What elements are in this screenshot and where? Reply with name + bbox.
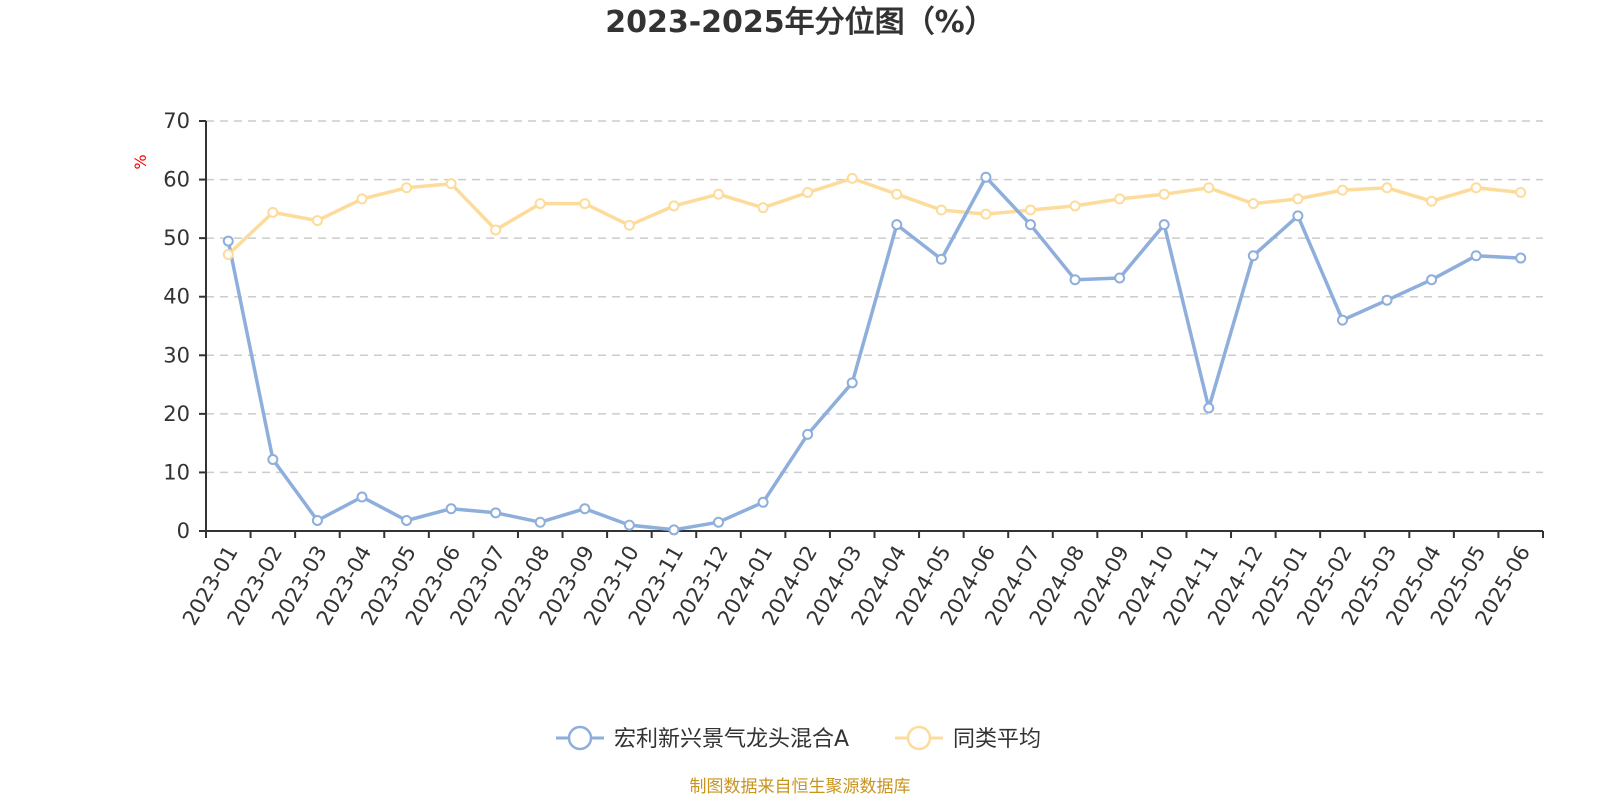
data-point[interactable] bbox=[401, 514, 413, 526]
y-tick-label: 0 bbox=[177, 519, 190, 543]
y-tick-label: 30 bbox=[163, 343, 190, 367]
axes bbox=[199, 120, 1544, 538]
y-axis-unit: % bbox=[131, 154, 150, 169]
legend-item-0[interactable]: 宏利新兴景气龙头混合A bbox=[556, 725, 849, 752]
data-point[interactable] bbox=[445, 503, 457, 515]
legend-label: 同类平均 bbox=[953, 727, 1041, 752]
data-point[interactable] bbox=[534, 198, 546, 210]
data-point[interactable] bbox=[1114, 193, 1126, 205]
data-point[interactable] bbox=[267, 454, 279, 466]
data-point[interactable] bbox=[846, 377, 858, 389]
data-point[interactable] bbox=[534, 516, 546, 528]
data-point[interactable] bbox=[1470, 250, 1482, 262]
y-tick-label: 40 bbox=[163, 285, 190, 309]
data-point[interactable] bbox=[1024, 219, 1036, 231]
data-point[interactable] bbox=[713, 516, 725, 528]
data-point[interactable] bbox=[356, 491, 368, 503]
legend-marker bbox=[567, 725, 593, 751]
series-line-0 bbox=[226, 175, 1521, 532]
legend[interactable]: 宏利新兴景气龙头混合A 同类平均 bbox=[556, 725, 1041, 752]
data-point[interactable] bbox=[1247, 198, 1259, 210]
data-point[interactable] bbox=[757, 496, 769, 508]
data-point[interactable] bbox=[1381, 294, 1393, 306]
data-point[interactable] bbox=[311, 514, 323, 526]
data-point[interactable] bbox=[891, 188, 903, 200]
data-point[interactable] bbox=[222, 249, 234, 261]
data-point[interactable] bbox=[1203, 402, 1215, 414]
data-point[interactable] bbox=[1515, 186, 1527, 198]
y-tick-label: 70 bbox=[163, 109, 190, 133]
data-point[interactable] bbox=[623, 519, 635, 531]
data-point[interactable] bbox=[401, 182, 413, 194]
data-point[interactable] bbox=[668, 200, 680, 212]
source-note: 制图数据来自恒生聚源数据库 bbox=[690, 777, 911, 797]
data-point[interactable] bbox=[579, 503, 591, 515]
data-point[interactable] bbox=[490, 507, 502, 519]
chart-title: 2023-2025年分位图（%） bbox=[605, 5, 995, 40]
data-point[interactable] bbox=[1426, 274, 1438, 286]
data-point[interactable] bbox=[1336, 314, 1348, 326]
y-tick-label: 20 bbox=[163, 402, 190, 426]
data-point[interactable] bbox=[267, 206, 279, 218]
data-point[interactable] bbox=[222, 235, 234, 247]
data-point[interactable] bbox=[1114, 272, 1126, 284]
legend-marker bbox=[906, 725, 932, 751]
data-point[interactable] bbox=[1426, 195, 1438, 207]
data-point[interactable] bbox=[757, 202, 769, 214]
data-point[interactable] bbox=[623, 219, 635, 231]
data-point[interactable] bbox=[713, 188, 725, 200]
data-point[interactable] bbox=[356, 193, 368, 205]
data-point[interactable] bbox=[935, 204, 947, 216]
grid-lines bbox=[206, 120, 1543, 474]
legend-item-1[interactable]: 同类平均 bbox=[895, 725, 1041, 752]
data-point[interactable] bbox=[891, 219, 903, 231]
series-lines bbox=[222, 171, 1527, 536]
y-tick-label: 50 bbox=[163, 226, 190, 250]
legend-label: 宏利新兴景气龙头混合A bbox=[614, 727, 849, 752]
data-point[interactable] bbox=[935, 253, 947, 265]
data-point[interactable] bbox=[802, 186, 814, 198]
x-tick-labels: 2023-012023-022023-032023-042023-052023-… bbox=[178, 542, 1535, 630]
data-point[interactable] bbox=[579, 198, 591, 210]
data-point[interactable] bbox=[445, 178, 457, 190]
data-point[interactable] bbox=[1515, 252, 1527, 264]
data-point[interactable] bbox=[490, 224, 502, 236]
y-tick-labels: 0 10 20 30 40 50 60 70 bbox=[163, 109, 190, 543]
data-point[interactable] bbox=[1247, 250, 1259, 262]
data-point[interactable] bbox=[980, 171, 992, 183]
y-tick-label: 60 bbox=[163, 168, 190, 192]
data-point[interactable] bbox=[311, 215, 323, 227]
series-line-1 bbox=[227, 176, 1521, 256]
data-point[interactable] bbox=[1381, 182, 1393, 194]
data-point[interactable] bbox=[1292, 210, 1304, 222]
data-point[interactable] bbox=[1203, 182, 1215, 194]
data-point[interactable] bbox=[802, 428, 814, 440]
data-point[interactable] bbox=[1158, 219, 1170, 231]
data-point[interactable] bbox=[1292, 193, 1304, 205]
data-point[interactable] bbox=[980, 208, 992, 220]
data-point[interactable] bbox=[668, 524, 680, 536]
data-point[interactable] bbox=[1158, 188, 1170, 200]
data-point[interactable] bbox=[1336, 184, 1348, 196]
data-point[interactable] bbox=[1069, 200, 1081, 212]
data-point[interactable] bbox=[1024, 204, 1036, 216]
y-tick-label: 10 bbox=[163, 460, 190, 484]
data-point[interactable] bbox=[1069, 274, 1081, 286]
data-point[interactable] bbox=[846, 172, 858, 184]
data-point[interactable] bbox=[1470, 182, 1482, 194]
